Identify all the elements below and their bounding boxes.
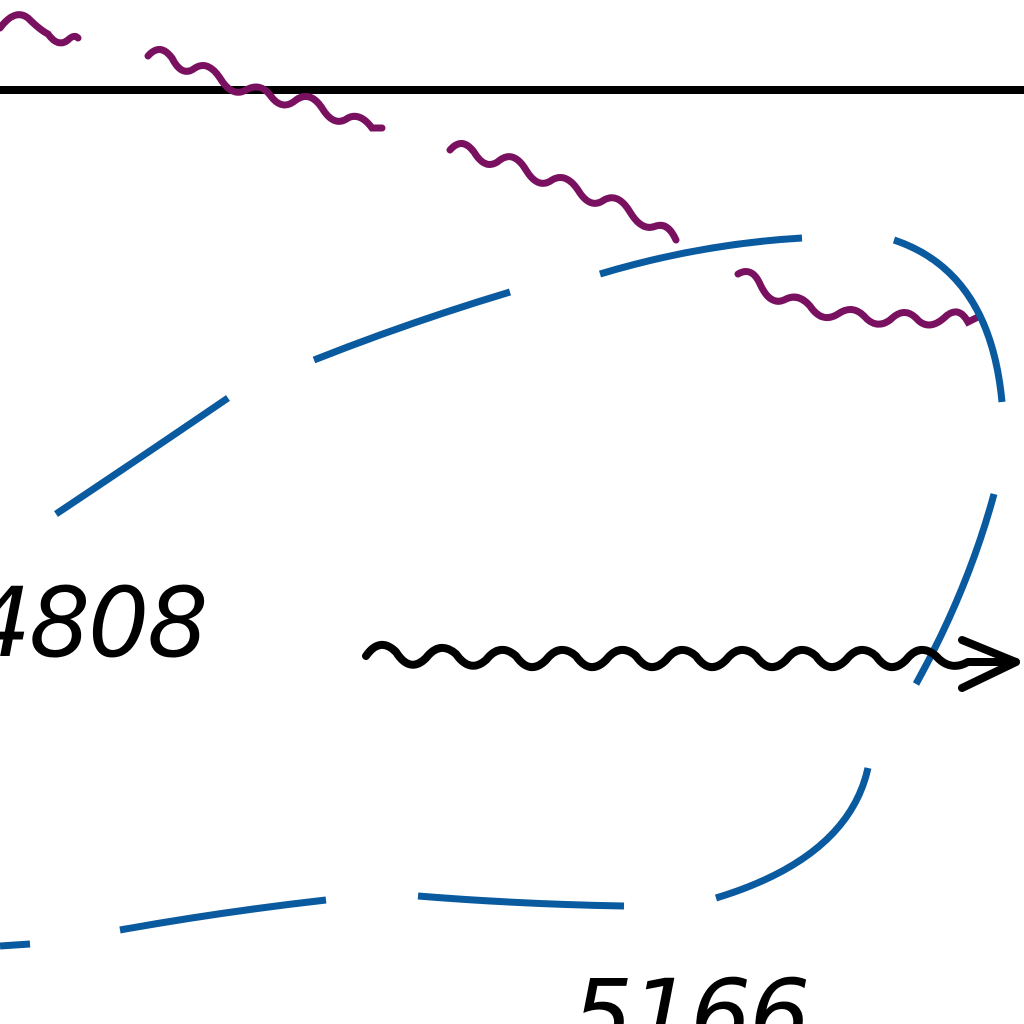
blue-arc-segment-9 bbox=[0, 940, 31, 950]
purple-wavy-line bbox=[0, 11, 980, 329]
blue-arc-segment-3 bbox=[598, 234, 803, 278]
purple-wave-segment-4 bbox=[734, 268, 980, 329]
blue-arc-segment-2 bbox=[312, 288, 512, 364]
purple-wave-segment-1 bbox=[0, 11, 82, 47]
blue-arc-segment-8 bbox=[119, 896, 327, 934]
purple-wave-segment-2 bbox=[144, 46, 386, 132]
purple-wave-segment-3 bbox=[446, 140, 680, 244]
blue-arc-segment-4 bbox=[892, 236, 1006, 403]
arrowhead bbox=[958, 636, 1020, 692]
blue-arc-segment-5 bbox=[912, 493, 998, 686]
black-wave bbox=[362, 641, 1020, 671]
blue-arc-segment-7 bbox=[417, 892, 625, 910]
blue-arc-segment-6 bbox=[714, 767, 872, 902]
blue-dashed-loop bbox=[0, 234, 1006, 950]
blue-arc-segment-1 bbox=[54, 395, 230, 517]
bottom-number-label: 5166 bbox=[572, 959, 808, 1024]
left-number-label: 4808 bbox=[0, 567, 206, 679]
black-wavy-arrow bbox=[362, 636, 1020, 692]
